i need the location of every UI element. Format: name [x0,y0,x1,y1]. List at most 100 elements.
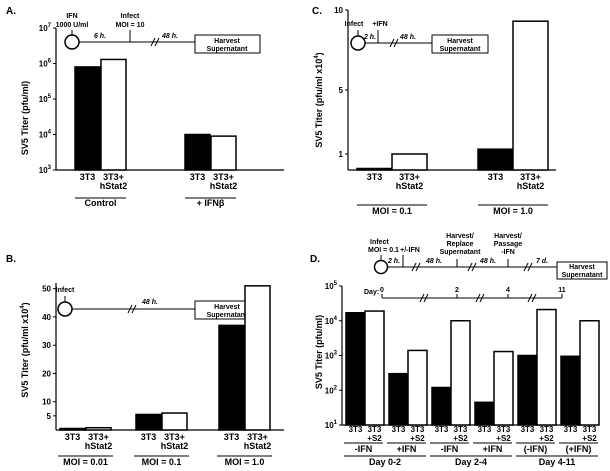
group-label: MOI = 1.0 [493,206,533,216]
tick-base: 10 [325,352,334,361]
infect-label: Infect [370,239,389,246]
bar [210,135,237,171]
harvest1-label: Harvest/ [446,233,474,240]
y-tick-label: 105 [39,94,52,104]
break-mark [389,38,395,48]
time-label-2: 48 h. [399,34,416,41]
y-tick-label: 107 [39,23,52,33]
tick-exponent: 2 [334,385,338,391]
bar [161,412,188,431]
group-label: MOI = 0.1 [372,206,412,216]
category-label: 3T3 [454,425,468,434]
time-label-1: 2 h. [387,258,400,265]
group-label: Day 4-11 [539,457,576,467]
group-label: MOI = 0.1 [142,457,182,467]
subgroup-label: (-IFN) [524,444,548,454]
category-label: hStat2 [244,441,272,451]
y-tick-label: 40 [42,313,51,322]
break-mark [415,262,421,272]
time-label-1: 6 h. [94,33,106,40]
panel-b-timeline: Infect 48 h. Harvest Supernatant [56,287,261,320]
category-label: hStat2 [161,441,189,451]
tick-exponent: 7 [48,23,52,29]
subgroup-label: -IFN [355,444,373,454]
category-label: 3T3 [80,172,96,182]
ifn-label: +/-IFN [400,247,420,254]
moi-label: MOI = 0.1 [368,247,399,254]
category-label: 3T3 [349,425,363,434]
bar [450,320,471,426]
ifn-label: +IFN [372,21,387,28]
day-value: 0 [380,287,384,294]
y-tick-label: 5 [47,412,52,421]
panel-d-timeline: Infect MOI = 0.1 +/-IFN 2 h. 48 h. Harve… [364,233,608,303]
harvest-box [556,261,608,280]
category-label: 3T3 [224,432,240,442]
y-tick-label: 10 [42,398,51,407]
bar [579,320,600,426]
subgroup-label: -IFN [441,444,459,454]
y-tick-label: 10 [334,6,343,15]
y-tick-label: 1 [339,150,344,159]
break-mark [475,293,481,303]
panel-b-ylabel: SV5 Titer (pfu/ml x104) [20,302,30,397]
day-value: 4 [506,287,510,294]
y-tick-label: 5 [339,86,344,95]
time-label-2: 48 h. [161,33,178,40]
ylabel-end: ) [20,302,30,305]
tick-base: 10 [325,317,334,326]
ylabel-text: SV5 Titer (pfu/ml x10 [20,309,30,398]
category-label: +S2 [410,434,425,443]
y-tick-label: 105 [325,281,338,291]
bar [85,426,112,431]
y-tick-label: 20 [42,369,51,378]
supernatant-label: Supernatant [562,272,604,279]
bar [407,349,428,426]
ylabel-end: ) [314,52,324,55]
harvest-label: Harvest [447,38,473,45]
tick-base: 10 [39,131,48,140]
panel-a-ylabel: SV5 Titer (pfu/ml) [20,81,30,155]
panel-d-letter: D. [310,254,320,265]
tick-base: 10 [39,60,48,69]
replace1-label: Replace [447,241,474,248]
category-label: +S2 [582,434,597,443]
category-label: 3T3+ [164,432,185,442]
supernatant-label: Supernatant [207,46,249,53]
bar [431,386,452,426]
bar [536,308,557,426]
time-label-1: 48 h. [141,299,158,306]
group-label: Day 0-2 [369,457,401,467]
category-label: hStat2 [210,181,238,191]
category-label: hStat2 [396,181,424,191]
panel-a-letter: A. [6,6,16,17]
tick-exponent: 5 [334,281,338,287]
start-circle [373,259,389,275]
supernatant-label: Supernatant [440,46,482,53]
category-label: 3T3 [367,172,383,182]
category-label: 3T3 [478,425,492,434]
harvest-label: Harvest [214,304,240,311]
break-mark [150,37,156,47]
ifn2-label: -IFN [501,249,515,256]
bar [512,20,549,171]
panel-b-letter: B. [6,254,16,265]
tick-exponent: 1 [334,420,338,426]
bar [345,311,366,426]
break-mark [531,293,537,303]
tick-exponent: 3 [334,351,338,357]
break-mark [423,293,429,303]
tick-base: 10 [39,24,48,33]
bar [388,372,409,426]
panel-a-timeline: IFN 1000 U/ml Infect MOI = 10 6 h. 48 h.… [56,13,261,54]
category-label: 3T3 [521,425,535,434]
bar [356,167,393,171]
tick-base: 10 [325,421,334,430]
category-label: 3T3 [583,425,597,434]
category-label: +S2 [367,434,382,443]
tick-exponent: 3 [48,165,52,171]
time-label-1: 2 h. [363,34,376,41]
bar [135,413,162,431]
break-mark [154,37,160,47]
